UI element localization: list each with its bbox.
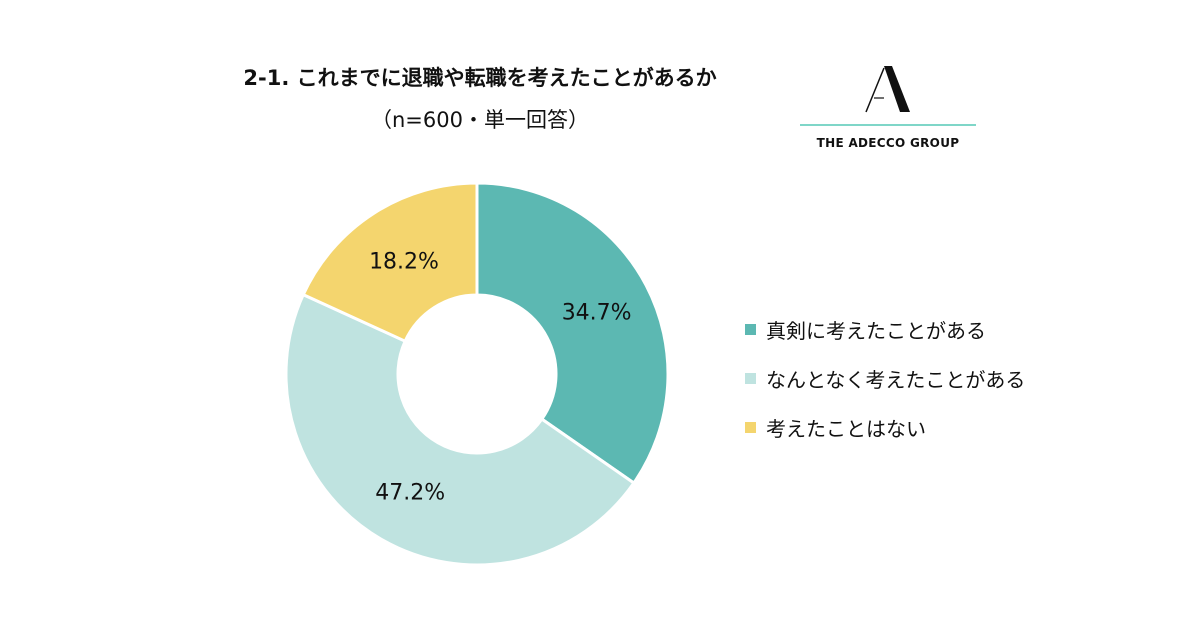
legend-label: 考えたことはない (766, 417, 926, 441)
adecco-a-icon (865, 66, 910, 113)
legend-label: 真剣に考えたことがある (766, 319, 986, 343)
legend-item: 真剣に考えたことがある (745, 305, 1025, 354)
legend-swatch (745, 324, 756, 335)
donut-slice (475, 181, 670, 486)
logo-divider (800, 124, 976, 126)
legend-swatch (745, 422, 756, 433)
data-label: 47.2% (375, 480, 445, 505)
legend-label: なんとなく考えたことがある (766, 368, 1026, 392)
data-label: 34.7% (562, 300, 632, 325)
donut-slice (301, 181, 479, 344)
chart-subtitle: （n=600・単一回答） (371, 108, 589, 132)
donut-slice (284, 292, 636, 567)
legend-swatch (745, 373, 756, 384)
adecco-logo: THE ADECCO GROUP (800, 60, 976, 160)
data-label: 18.2% (369, 249, 439, 274)
legend: 真剣に考えたことがあるなんとなく考えたことがある 考えたことはない (745, 305, 1025, 452)
chart-title: 2-1. これまでに退職や転職を考えたことがあるか (243, 66, 717, 90)
legend-item: なんとなく考えたことがある (745, 354, 1025, 403)
logo-text: THE ADECCO GROUP (816, 136, 960, 150)
legend-item: 考えたことはない (745, 403, 1025, 452)
